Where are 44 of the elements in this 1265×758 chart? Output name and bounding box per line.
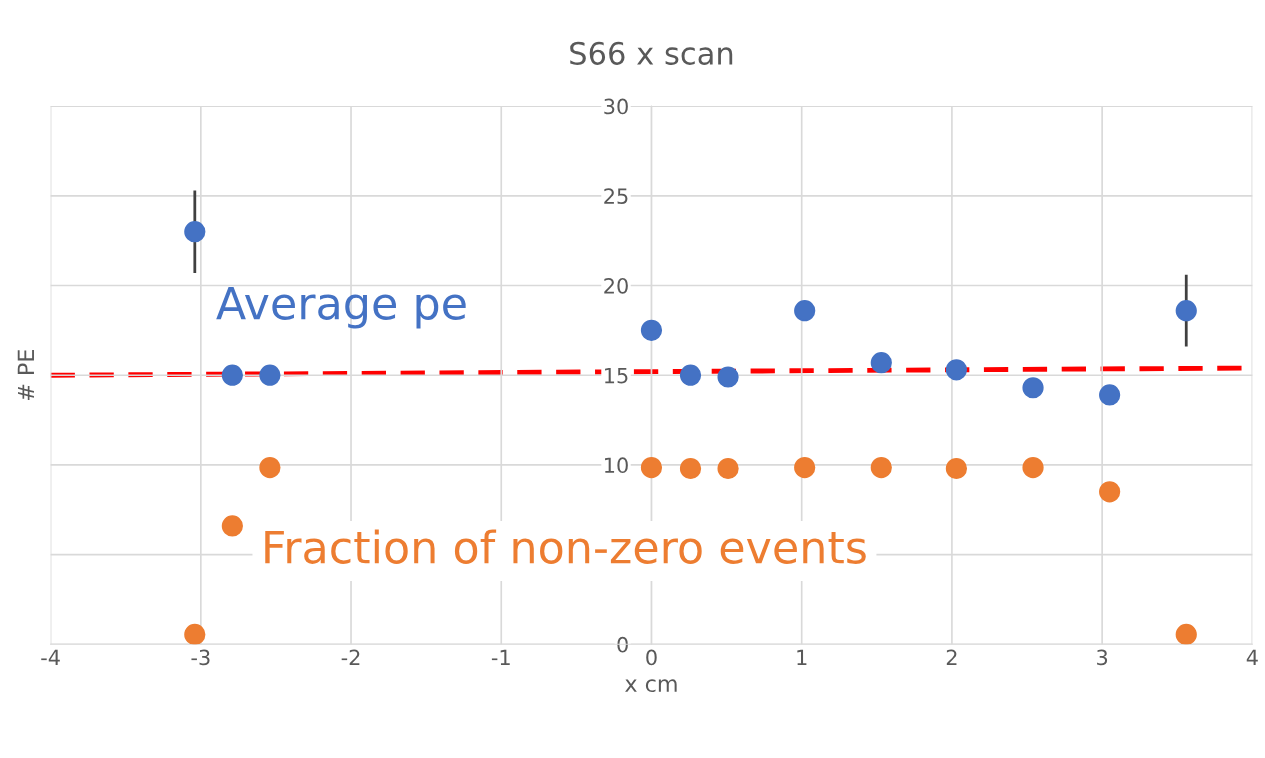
x-tick-label: 3 (1097, 649, 1108, 666)
point (945, 457, 968, 480)
point (221, 515, 243, 537)
x-tick-label: -1 (491, 649, 510, 665)
point (717, 366, 739, 388)
point (717, 457, 739, 480)
y-tick-label: 0 (617, 636, 628, 653)
y-axis-title: # PE (17, 350, 34, 401)
chart-title: S66 x scan (570, 41, 733, 65)
y-tick-label: 20 (604, 277, 628, 294)
point (679, 457, 702, 480)
series-label: Average pe (216, 286, 466, 329)
point (679, 364, 702, 386)
point (184, 623, 206, 645)
point (1022, 377, 1044, 399)
point (640, 319, 663, 341)
point (870, 456, 892, 479)
x-tick-label: 4 (1246, 649, 1258, 665)
point (1175, 623, 1197, 645)
y-tick-label: 15 (605, 367, 628, 384)
series-label: Fraction of non-zero events (265, 529, 866, 564)
x-axis-title: x cm (625, 679, 677, 693)
point (794, 300, 816, 322)
point (794, 456, 816, 479)
point (640, 456, 663, 479)
y-tick-label: 25 (604, 188, 628, 205)
x-tick-label: -4 (41, 649, 60, 665)
point (221, 364, 243, 386)
point (184, 221, 206, 243)
point (1099, 481, 1121, 503)
point (945, 359, 968, 381)
x-tick-label: -3 (191, 649, 210, 666)
x-tick-label: -2 (341, 649, 360, 665)
y-tick-label: 10 (605, 457, 628, 474)
x-tick-label: 1 (797, 649, 807, 665)
y-tick-label: 30 (604, 98, 628, 115)
x-tick-label: 2 (946, 649, 957, 665)
point (1099, 384, 1121, 406)
x-tick-label: 0 (646, 649, 657, 666)
point (1022, 456, 1044, 479)
point (259, 456, 281, 479)
point (259, 364, 281, 386)
point (1175, 300, 1197, 322)
point (870, 352, 892, 374)
